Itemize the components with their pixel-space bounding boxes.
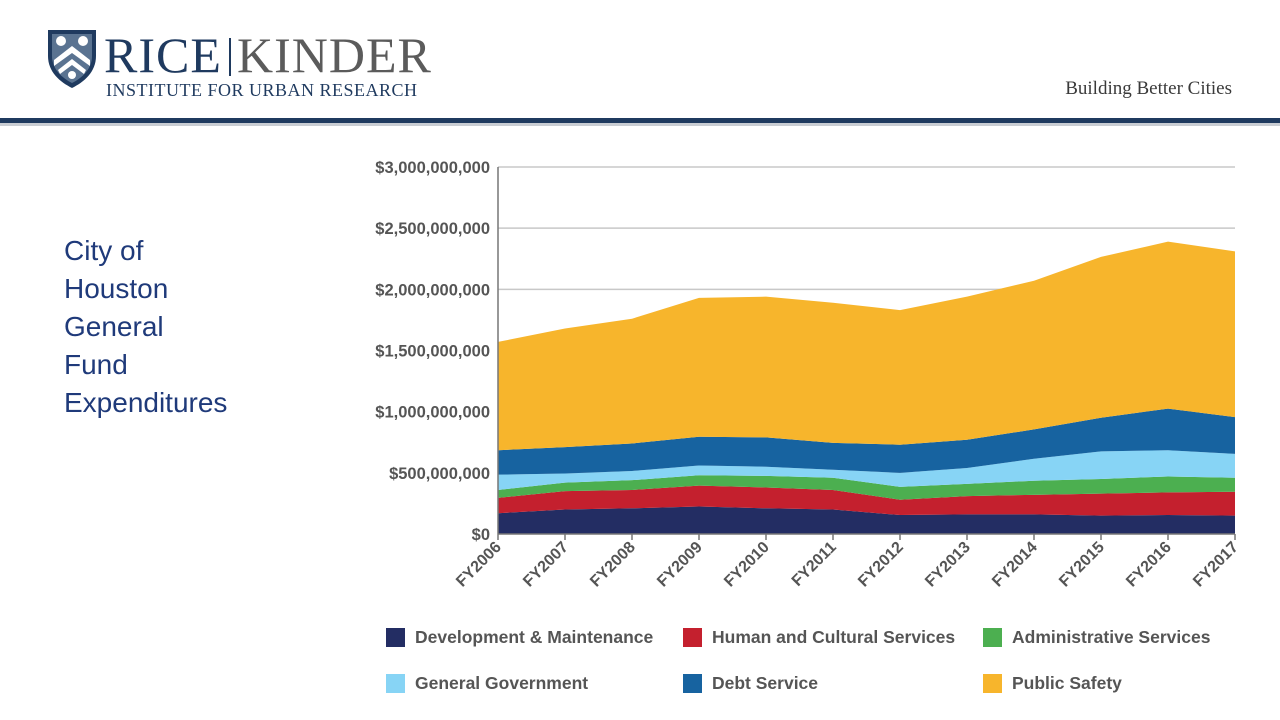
logo-rice-text: RICE — [104, 27, 222, 83]
x-tick-label: FY2017 — [1190, 539, 1242, 591]
stacked-area-chart: $0 $500,000,000 $1,000,000,000 $1,500,000,0… — [375, 159, 1242, 591]
legend-swatch — [683, 673, 702, 693]
legend-item: General Government — [386, 672, 588, 694]
legend-label: Debt Service — [712, 672, 819, 693]
series-area-development-maintenance — [498, 506, 1235, 534]
x-tick-label: FY2011 — [789, 539, 840, 590]
legend-item: Development & Maintenance — [386, 626, 653, 648]
legend-item: Debt Service — [683, 672, 818, 694]
legend-swatch — [386, 673, 405, 693]
header-divider — [0, 118, 1280, 123]
y-tick-label: $3,000,000,000 — [375, 159, 490, 177]
legend-swatch — [683, 627, 702, 647]
legend-swatch — [386, 627, 405, 647]
tagline: Building Better Cities — [1065, 78, 1232, 99]
logo-institute-text: INSTITUTE FOR URBAN RESEARCH — [106, 80, 418, 100]
chart-legend: Development & Maintenance Human and Cultu… — [386, 622, 1256, 712]
x-tick-label: FY2012 — [855, 539, 907, 591]
x-tick-label: FY2010 — [721, 539, 773, 591]
legend-label: Human and Cultural Services — [712, 626, 956, 647]
y-tick-label: $2,500,000,000 — [375, 220, 490, 238]
legend-item: Public Safety — [983, 672, 1122, 694]
legend-item: Human and Cultural Services — [683, 626, 955, 648]
x-tick-label: FY2016 — [1123, 539, 1175, 591]
series-area-general-government — [498, 450, 1235, 490]
series-area-public-safety — [498, 241, 1235, 451]
logo-divider — [229, 38, 231, 76]
series-area-administrative-services — [498, 475, 1235, 500]
x-tick-label: FY2014 — [989, 539, 1041, 591]
legend-label: Public Safety — [1012, 672, 1122, 693]
x-tick-label: FY2008 — [587, 539, 639, 591]
legend-label: Development & Maintenance — [415, 626, 654, 647]
x-tick-label: FY2013 — [922, 539, 974, 591]
header-divider-shadow — [0, 123, 1280, 126]
x-tick-label: FY2015 — [1056, 539, 1108, 591]
y-tick-label: $1,000,000,000 — [375, 404, 490, 422]
y-tick-label: $2,000,000,000 — [375, 281, 490, 299]
x-tick-label: FY2006 — [453, 539, 505, 591]
x-tick-label: FY2007 — [520, 539, 572, 591]
series-area-debt-service — [498, 408, 1235, 475]
slide-title: City of Houston General Fund Expenditure… — [64, 235, 228, 418]
legend-swatch — [983, 627, 1002, 647]
rice-shield-icon — [48, 30, 96, 88]
y-tick-label: $1,500,000,000 — [375, 343, 490, 361]
header: RICE KINDER INSTITUTE FOR URBAN RESEARCH… — [0, 0, 1280, 118]
series-area-human-and-cultural-services — [498, 485, 1235, 516]
y-tick-label: $0 — [472, 526, 490, 544]
legend-label: Administrative Services — [1012, 626, 1211, 647]
logo-kinder-text: KINDER — [237, 27, 432, 83]
y-tick-label: $500,000,000 — [389, 465, 490, 483]
legend-item: Administrative Services — [983, 626, 1210, 648]
legend-swatch — [983, 673, 1002, 693]
x-tick-label: FY2009 — [654, 539, 706, 591]
rice-kinder-logo: RICE KINDER INSTITUTE FOR URBAN RESEARCH — [44, 26, 464, 100]
legend-label: General Government — [415, 672, 589, 693]
